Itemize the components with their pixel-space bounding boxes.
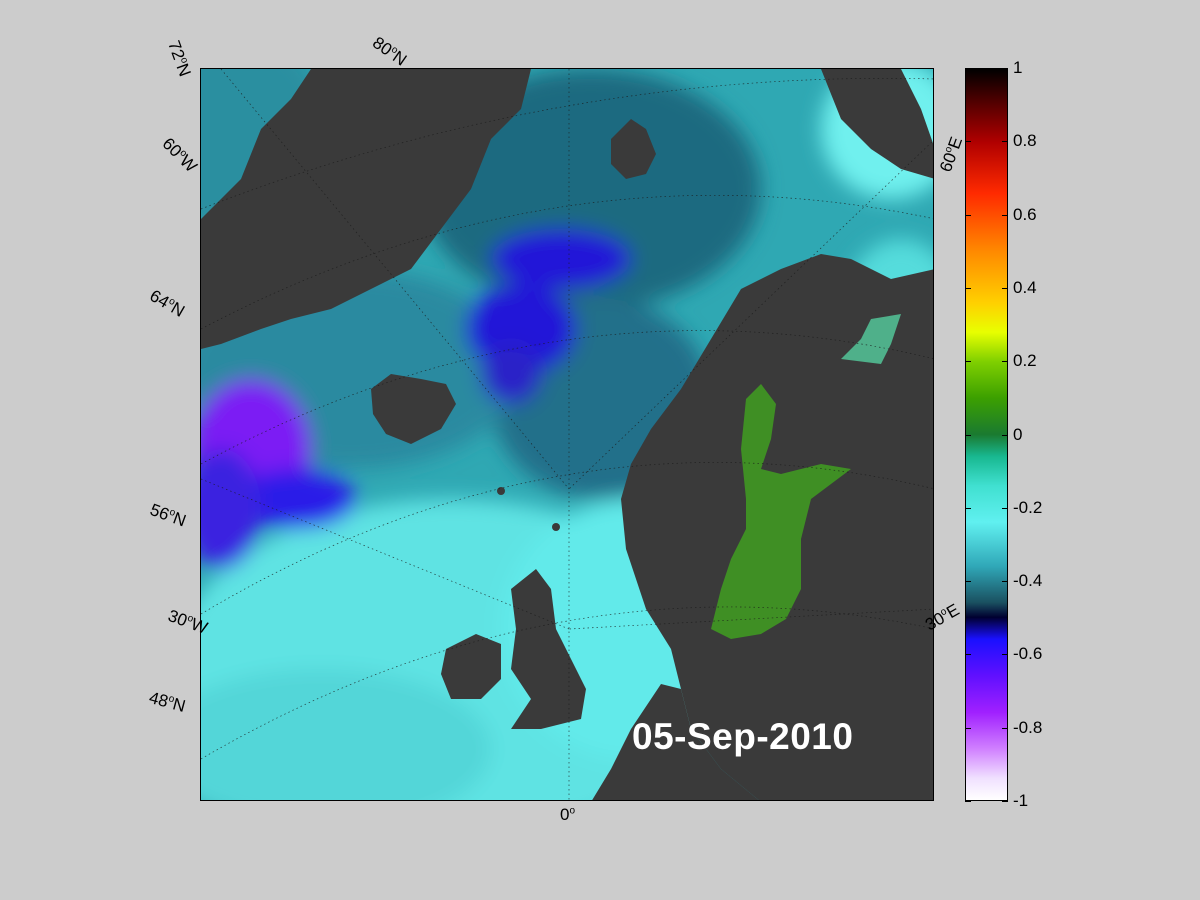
shetland-islands	[552, 523, 560, 531]
sea-level-anomaly-map	[201, 69, 933, 800]
baltic-sea	[711, 384, 851, 639]
colorbar-tick-label: -0.2	[1013, 497, 1043, 517]
great-britain-land	[511, 569, 586, 729]
colorbar-tick-label: 1	[1013, 58, 1023, 77]
colorbar-tick-mark	[965, 214, 971, 216]
colorbar-tick-mark	[1002, 361, 1008, 363]
colorbar-tick-label: 0	[1013, 424, 1023, 444]
colorbar-tick-mark	[965, 801, 971, 802]
novaya-zemlya-land	[821, 69, 933, 179]
lat-72n-label: 72oN	[164, 38, 195, 80]
lat-80n-label: 80oN	[369, 33, 411, 70]
lon-60w-label: 60oW	[158, 134, 201, 177]
colorbar-tick-mark	[965, 141, 971, 143]
lon-60e-label: 60oE	[936, 134, 967, 175]
map-panel	[200, 68, 934, 801]
greenland-land	[201, 69, 531, 349]
colorbar	[965, 68, 1008, 801]
colorbar-tick-label: 0.2	[1013, 351, 1037, 371]
graticule	[201, 69, 933, 800]
colorbar-tick-label: -1	[1013, 791, 1029, 810]
colorbar-tick-mark	[965, 654, 971, 656]
lon-0-label: 0o	[560, 805, 576, 824]
faroe-islands	[497, 487, 505, 495]
colorbar-tick-mark	[965, 361, 971, 363]
white-sea	[841, 314, 901, 364]
colorbar-tick-mark	[1002, 581, 1008, 583]
colorbar-tick-mark	[1002, 141, 1008, 143]
colorbar-tick-mark	[965, 507, 971, 509]
colorbar-tick-mark	[1002, 654, 1008, 656]
lat-64n-label: 64oN	[146, 286, 188, 321]
colorbar-tick-mark	[1002, 727, 1008, 729]
continental-europe-land	[592, 684, 759, 800]
colorbar-tick-label: 0.8	[1013, 131, 1037, 151]
colorbar-tick-label: -0.6	[1013, 644, 1043, 664]
colorbar-tick-mark	[1002, 214, 1008, 216]
colorbar-tick-label: -0.8	[1013, 717, 1043, 737]
colorbar-tick-mark	[1002, 434, 1008, 436]
colorbar-tick-label: 0.6	[1013, 204, 1037, 224]
ireland-land	[441, 634, 501, 699]
colorbar-tick-mark	[965, 581, 971, 583]
colorbar-tick-label: -0.4	[1013, 571, 1043, 591]
colorbar-tick-mark	[1002, 68, 1008, 69]
colorbar-tick-mark	[965, 287, 971, 289]
colorbar-tick-mark	[965, 68, 971, 69]
colorbar-tick-mark	[965, 434, 971, 436]
svalbard-land	[611, 119, 656, 179]
iceland-land	[371, 374, 456, 444]
colorbar-tick-mark	[1002, 287, 1008, 289]
date-stamp: 05-Sep-2010	[632, 716, 854, 757]
lat-56n-label: 56oN	[147, 500, 189, 531]
colorbar-tick-label: 0.4	[1013, 277, 1037, 297]
colorbar-tick-mark	[1002, 507, 1008, 509]
colorbar-tick-mark	[965, 727, 971, 729]
colorbar-tick-mark	[1002, 801, 1008, 802]
lat-48n-label: 48oN	[147, 688, 188, 716]
